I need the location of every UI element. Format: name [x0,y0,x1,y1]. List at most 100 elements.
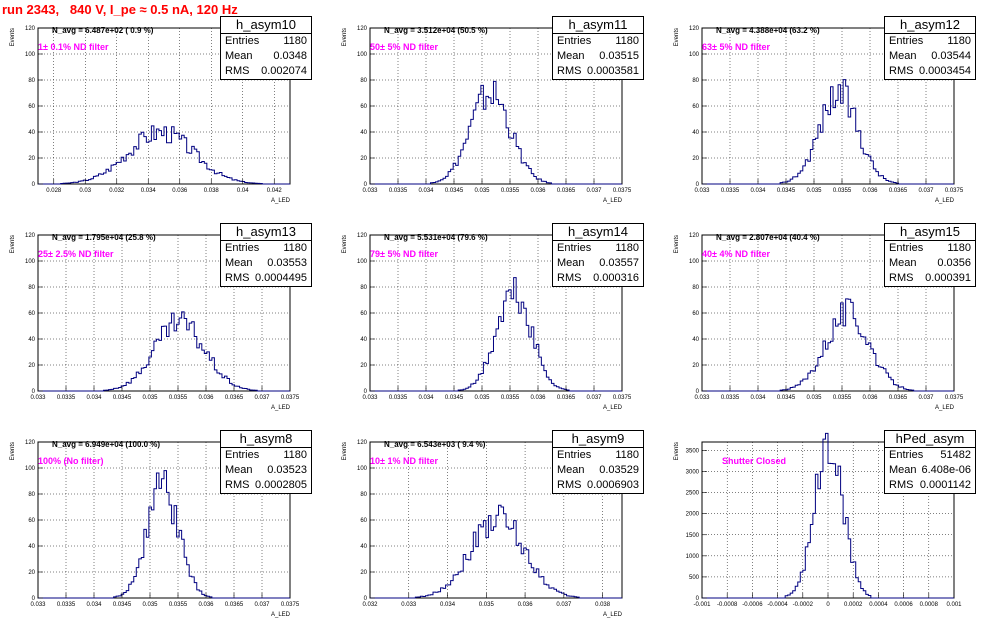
y-tick-label: 40 [692,337,699,343]
stat-key: Mean [225,257,253,269]
x-tick-label: 0.033 [362,395,378,401]
x-tick-label: 0.034 [750,395,766,401]
stat-value: 0.03529 [599,464,639,476]
x-tick-label: 0.035 [474,188,490,194]
stat-value: 0.03553 [267,257,307,269]
stat-value: 0.0004495 [255,272,307,284]
x-tick-label: 0.0375 [281,602,300,608]
x-tick-label: 0.037 [918,188,934,194]
stat-key: Mean [889,50,917,62]
y-tick-label: 80 [360,285,367,291]
filter-label: 79± 5% ND filter [370,249,438,259]
y-tick-label: 3500 [686,448,700,454]
n-avg-label: N_avg = 5.531e+04 (79.6 %) [384,233,488,242]
y-axis-label: Events [10,235,16,253]
y-tick-label: 40 [360,130,367,136]
canvas-title: run 2343, 840 V, I_pe ≈ 0.5 nA, 120 Hz [2,2,238,17]
stat-key: RMS [557,479,582,491]
stat-key: RMS [557,65,582,77]
stats-row-rms: RMS 0.0006903 [553,478,643,493]
x-tick-label: 0.036 [518,602,534,608]
x-tick-label: 0.0375 [945,395,964,401]
y-tick-label: 60 [28,518,35,524]
x-tick-label: 0.034 [418,188,434,194]
histogram-pad-h_asym14: 0.033 0.0335 0.034 0.0345 0.035 0.0355 0.036 0.… [332,223,664,432]
x-tick-label: 0.034 [418,395,434,401]
stats-row-mean: Mean 0.0356 [885,256,975,271]
x-tick-label: 0.032 [109,188,125,194]
stats-row-mean: Mean 0.03557 [553,256,643,271]
x-tick-label: 0.0365 [557,395,576,401]
stat-value: 1180 [615,449,639,461]
x-tick-label: 0.0335 [57,395,76,401]
histogram-name: h_asym14 [553,224,643,241]
y-tick-label: 120 [25,26,36,32]
y-axis-label: Events [342,235,348,253]
y-tick-label: 20 [360,156,367,162]
x-tick-label: 0.0355 [169,395,188,401]
histogram-line [702,432,954,599]
x-tick-label: 0.0355 [501,188,520,194]
x-tick-label: 0.0008 [920,602,939,608]
stats-row-mean: Mean 0.03553 [221,256,311,271]
y-tick-label: 0 [696,596,700,602]
y-tick-label: 0 [32,389,36,395]
filter-label: 63± 5% ND filter [702,42,770,52]
x-axis-label: A_LED [271,198,291,204]
y-tick-label: 80 [28,78,35,84]
x-tick-label: 0.03 [79,188,91,194]
stat-value: 1180 [947,35,971,47]
y-tick-label: 100 [357,466,368,472]
stat-key: RMS [225,272,250,284]
x-tick-label: 0.0375 [613,395,632,401]
stats-row-entries: Entries 51482 [885,448,975,463]
x-tick-label: 0.0345 [777,188,796,194]
stat-value: 0.000391 [925,272,971,284]
histogram-name: h_asym12 [885,17,975,34]
histogram-line [370,504,622,599]
y-tick-label: 0 [696,389,700,395]
x-tick-label: 0.042 [267,188,283,194]
x-tick-label: 0.034 [86,395,102,401]
y-axis-label: Events [674,442,680,460]
stats-row-rms: RMS 0.000391 [885,271,975,286]
stats-row-entries: Entries 1180 [221,34,311,49]
y-tick-label: 1000 [686,554,700,560]
x-tick-label: 0.0335 [721,188,740,194]
y-tick-label: 0 [32,596,36,602]
x-tick-label: -0.0006 [742,602,763,608]
stat-value: 51482 [940,449,971,461]
x-tick-label: 0.035 [806,188,822,194]
x-axis-label: A_LED [271,405,291,411]
stats-row-entries: Entries 1180 [885,241,975,256]
n-avg-label: N_avg = 4.388e+04 (63.2 %) [716,26,820,35]
filter-label: 25± 2.5% ND filter [38,249,114,259]
stats-row-rms: RMS 0.0001142 [885,478,975,493]
y-tick-label: 100 [689,259,700,265]
y-tick-label: 2000 [686,512,700,518]
n-avg-label: N_avg = 2.807e+04 (40.4 %) [716,233,820,242]
stat-value: 0.0001142 [919,479,971,491]
y-tick-label: 2500 [686,491,700,497]
y-tick-label: 60 [692,104,699,110]
x-tick-label: 0.036 [172,188,188,194]
y-tick-label: 60 [28,311,35,317]
x-tick-label: 0.034 [141,188,157,194]
x-tick-label: 0.04 [237,188,249,194]
x-tick-label: 0.0365 [225,395,244,401]
y-axis-label: Events [10,28,16,46]
n-avg-label: N_avg = 1.795e+04 (25.8 %) [52,233,156,242]
stat-value: 0.0348 [273,50,307,62]
y-tick-label: 80 [28,285,35,291]
stat-key: RMS [557,272,582,284]
stat-key: Mean [557,464,585,476]
stats-box: h_asym10 Entries 1180 Mean 0.0348 RMS 0.002074 [220,16,312,80]
x-tick-label: 0.033 [694,188,710,194]
x-tick-label: -0.0008 [717,602,738,608]
x-tick-label: 0.0006 [894,602,913,608]
y-tick-label: 20 [360,363,367,369]
x-tick-label: 0.0375 [281,395,300,401]
y-tick-label: 80 [360,492,367,498]
stat-value: 0.0002805 [255,479,307,491]
stat-value: 0.0003581 [587,65,639,77]
